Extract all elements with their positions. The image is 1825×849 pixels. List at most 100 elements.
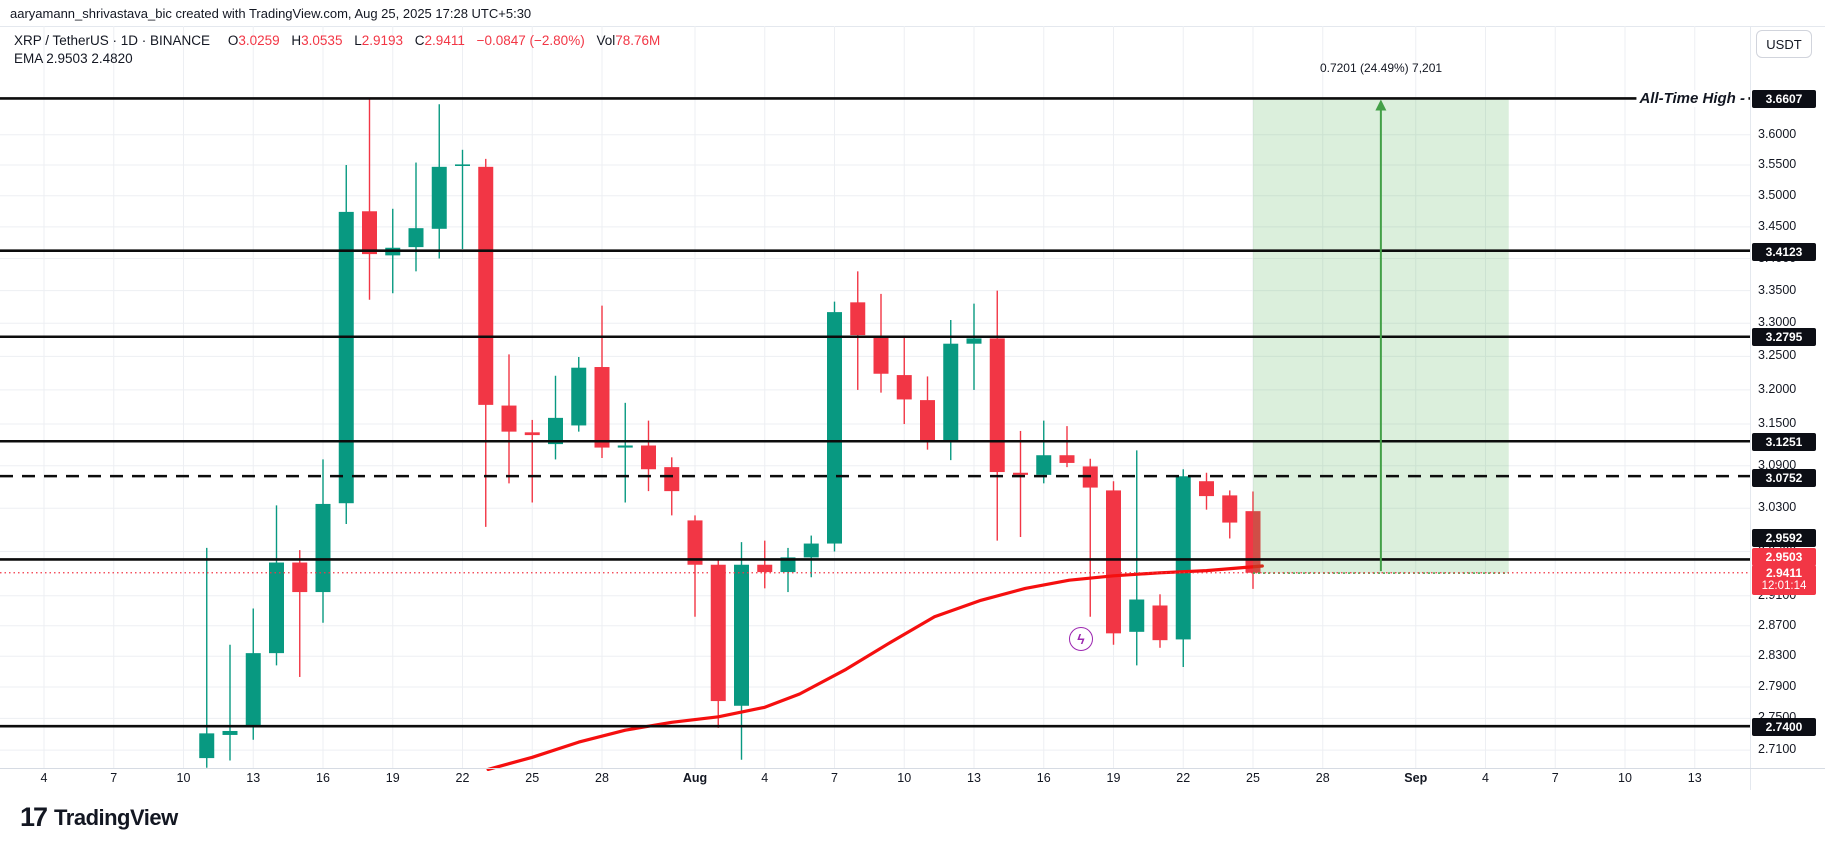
price-level-tag: 2.9503: [1752, 548, 1816, 566]
candle-body: [734, 564, 749, 706]
candle-body: [710, 564, 726, 702]
low-value: 2.9193: [361, 33, 404, 48]
candle-body: [524, 432, 540, 436]
time-axis-label: 22: [455, 771, 470, 785]
candle-body: [873, 336, 889, 374]
candle-body: [803, 543, 819, 558]
close-label: C: [414, 33, 425, 48]
candle-body: [1106, 490, 1121, 634]
candle-body: [966, 338, 982, 344]
candle-body: [315, 503, 331, 593]
projection-arrowhead: [1375, 99, 1387, 111]
time-axis-label: 7: [1551, 771, 1559, 785]
candle-body: [687, 520, 703, 565]
candle-body: [827, 312, 842, 544]
price-level-tag: 3.1251: [1752, 433, 1816, 451]
candle-body: [1199, 481, 1214, 497]
candle-body: [943, 343, 959, 443]
candle-body: [408, 228, 424, 248]
candle-body: [269, 562, 284, 654]
time-axis-border: [0, 768, 1825, 769]
price-axis-label: 3.6000: [1758, 126, 1797, 141]
candle-body: [594, 367, 610, 448]
price-axis-label: 3.5000: [1758, 187, 1797, 202]
time-axis-label: 16: [316, 771, 330, 785]
time-axis-label: 22: [1176, 771, 1191, 785]
candle-body: [664, 467, 680, 492]
time-axis-label: 13: [246, 771, 261, 785]
price-axis-label: 3.0300: [1758, 500, 1797, 515]
candle-body: [501, 405, 517, 432]
open-value: 3.0259: [238, 33, 280, 48]
symbol-title: XRP / TetherUS · 1D · BINANCE: [14, 33, 211, 48]
time-axis-label: 28: [1315, 771, 1330, 785]
candle-body: [989, 338, 1005, 473]
candle-body: [1129, 599, 1145, 632]
price-axis-label: 2.8300: [1758, 648, 1797, 663]
candle-body: [896, 375, 912, 400]
candle-body: [292, 562, 308, 593]
tradingview-logo-mark: 17: [20, 802, 48, 832]
candle-body: [571, 367, 587, 426]
price-axis-label: 3.5500: [1758, 157, 1797, 171]
ema-fast-value: 2.9503: [46, 51, 88, 66]
candle-body: [780, 557, 796, 573]
time-axis-label: 13: [1687, 771, 1702, 785]
change-value: −0.0847 (−2.80%): [476, 33, 585, 48]
symbol-legend-row[interactable]: XRP / TetherUS · 1D · BINANCE O3.0259 H3…: [14, 33, 660, 48]
price-axis-label: 3.3500: [1758, 282, 1797, 297]
ema-slow-value: 2.4820: [91, 51, 133, 66]
price-level-tag: 3.2795: [1752, 328, 1816, 346]
price-level-tag: 2.7400: [1752, 718, 1816, 736]
candle-body: [222, 730, 238, 735]
time-axis-label: 4: [40, 771, 48, 785]
time-axis-label: 10: [1618, 771, 1632, 785]
high-value: 3.0535: [301, 33, 343, 48]
candle-body: [548, 417, 563, 445]
candle-body: [1245, 511, 1261, 573]
time-axis-label: 4: [761, 771, 769, 785]
all-time-high-label[interactable]: All-Time High -: [1636, 90, 1748, 107]
volume-label: Vol: [596, 33, 616, 48]
time-axis-label: 7: [110, 771, 118, 785]
currency-toggle-button[interactable]: USDT: [1756, 30, 1812, 58]
price-axis-label: 3.2500: [1758, 348, 1797, 363]
high-label: H: [291, 33, 302, 48]
currency-label: USDT: [1766, 36, 1802, 52]
candle-body: [1175, 476, 1191, 640]
price-axis-label: 3.1500: [1758, 416, 1797, 431]
price-axis-label: 3.0900: [1758, 457, 1797, 472]
price-axis-label: 3.4500: [1758, 218, 1797, 233]
candle-body: [1059, 455, 1075, 463]
pane-top-border: [0, 26, 1825, 27]
tradingview-logo[interactable]: 17 TradingView: [20, 804, 178, 831]
candle-body: [920, 400, 935, 442]
low-label: L: [354, 33, 362, 48]
candle-body: [362, 211, 377, 255]
volume-value: 78.76M: [615, 33, 661, 48]
flash-icon[interactable]: ϟ: [1069, 627, 1093, 651]
candle-body: [199, 733, 215, 759]
price-axis-border: [1750, 26, 1751, 790]
time-axis-label: 7: [831, 771, 838, 785]
candle-body: [617, 445, 633, 448]
ema-legend-row[interactable]: EMA 2.9503 2.4820: [14, 51, 133, 66]
time-axis-label: 4: [1482, 771, 1489, 785]
time-axis-label: 25: [1246, 771, 1260, 785]
price-axis-label: 2.7900: [1758, 679, 1797, 694]
candle-body: [1036, 455, 1052, 475]
candle-body: [757, 564, 773, 573]
price-axis-label: 3.3000: [1758, 315, 1797, 330]
candle-body: [1152, 605, 1168, 641]
time-axis-label: 28: [595, 771, 609, 785]
time-axis-label: 19: [385, 771, 400, 785]
projection-measure-label[interactable]: 0.7201 (24.49%) 7,201: [1319, 61, 1443, 75]
candle-body: [1222, 495, 1238, 523]
price-level-tag: 3.6607: [1752, 90, 1816, 108]
candle-body: [1013, 472, 1028, 475]
attribution-text: aaryamann_shrivastava_bic created with T…: [10, 6, 532, 21]
time-axis-label: 10: [176, 771, 191, 785]
price-axis-label: 2.7100: [1758, 742, 1797, 757]
